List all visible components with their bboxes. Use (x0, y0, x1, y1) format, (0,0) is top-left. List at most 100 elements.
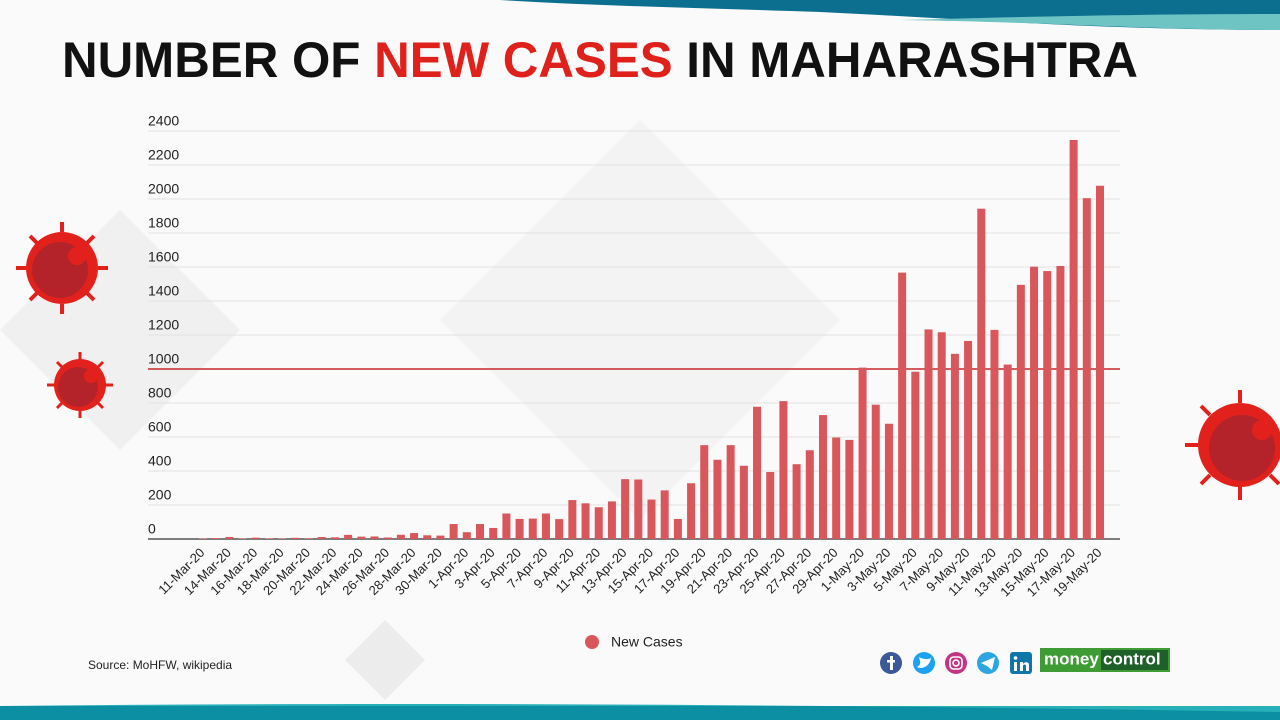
y-tick-label: 1400 (148, 283, 179, 299)
y-tick-label: 1200 (148, 317, 179, 333)
chart-title: NUMBER OF NEW CASES IN MAHARASHTRA (62, 32, 1138, 88)
y-tick-label: 0 (148, 521, 156, 537)
bar (937, 332, 946, 539)
bar (1030, 266, 1039, 539)
bar (528, 518, 537, 539)
y-tick-label: 2200 (148, 147, 179, 163)
bar (1056, 265, 1065, 539)
bar (673, 518, 682, 539)
bar (449, 524, 458, 539)
bar (423, 535, 432, 539)
bar (634, 479, 643, 539)
bar (502, 513, 511, 539)
bar (845, 439, 854, 539)
y-tick-label: 1600 (148, 249, 179, 265)
bar (462, 532, 471, 539)
y-tick-label: 600 (148, 419, 172, 435)
bar (858, 367, 867, 539)
logo: money control (1040, 648, 1170, 672)
bar (264, 538, 273, 539)
bar (607, 501, 616, 539)
source: Source: MoHFW, wikipedia (88, 658, 232, 672)
bar (792, 464, 801, 539)
bar (700, 445, 709, 539)
bar (871, 404, 880, 539)
bar (950, 353, 959, 539)
bar (317, 536, 326, 539)
bar (489, 527, 498, 539)
bottom-strip (0, 706, 1280, 720)
bar (515, 518, 524, 539)
bar (304, 538, 313, 539)
decor (345, 620, 425, 700)
virus-icon (1185, 390, 1280, 500)
bar (1016, 284, 1025, 539)
bar (541, 513, 550, 539)
bar (911, 371, 920, 539)
bottom-strip-light (0, 704, 1280, 712)
title-part: IN MAHARASHTRA (673, 32, 1138, 88)
y-tick-label: 800 (148, 385, 172, 401)
decor (440, 120, 840, 520)
bar (660, 490, 669, 539)
logo-text: control (1103, 649, 1161, 668)
y-tick-label: 400 (148, 453, 172, 469)
title-part: NEW CASES (374, 32, 672, 88)
bar (687, 483, 696, 539)
bar (212, 538, 221, 539)
social-icons (880, 652, 1032, 674)
bar (330, 537, 339, 539)
bar (594, 507, 603, 539)
y-tick-label: 1800 (148, 215, 179, 231)
bar (1003, 364, 1012, 539)
bar (581, 503, 590, 539)
bar (766, 472, 775, 539)
bar (238, 538, 247, 539)
legend-label: New Cases (611, 634, 683, 650)
bar (805, 450, 814, 539)
bar (964, 340, 973, 539)
bar (344, 534, 353, 539)
legend-marker (585, 635, 599, 649)
bar (753, 406, 762, 539)
bar (898, 272, 907, 539)
bar (832, 437, 841, 539)
y-tick-label: 2000 (148, 181, 179, 197)
bar (436, 535, 445, 539)
bar (924, 329, 933, 539)
bar (383, 537, 392, 539)
bar (1082, 198, 1091, 539)
bar (199, 538, 207, 539)
bar (225, 536, 234, 539)
title-text: NUMBER OF NEW CASES IN MAHARASHTRA (62, 32, 1138, 88)
bar (396, 534, 405, 539)
bar (555, 519, 564, 539)
bar (1043, 271, 1052, 539)
virus-icon (16, 222, 108, 314)
bar (726, 445, 735, 539)
bar (357, 536, 366, 539)
bar (884, 423, 893, 539)
bar (476, 524, 485, 539)
title-part: NUMBER OF (62, 32, 374, 88)
bar (977, 208, 986, 539)
bar (370, 536, 379, 539)
bar (621, 479, 630, 539)
y-tick-label: 1000 (148, 351, 179, 367)
bar (291, 537, 300, 539)
bar (779, 401, 788, 539)
bar (410, 533, 419, 539)
bar (1096, 185, 1104, 540)
bar (278, 538, 287, 539)
bar (1069, 140, 1078, 539)
bar (739, 465, 748, 539)
bar (990, 329, 999, 539)
top-wave-light (900, 14, 1280, 30)
bar (647, 499, 656, 539)
bar (818, 415, 827, 539)
virus-icon (47, 352, 113, 418)
logo-text: money (1044, 649, 1099, 668)
bar (251, 537, 260, 539)
bar (568, 500, 577, 539)
